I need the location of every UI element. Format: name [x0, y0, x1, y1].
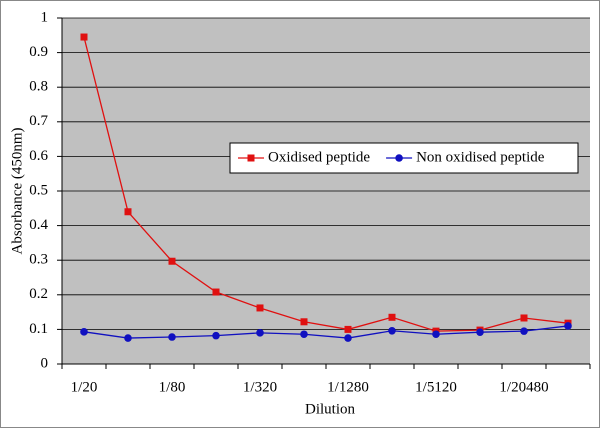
marker	[168, 257, 176, 265]
marker	[520, 314, 528, 322]
marker	[212, 288, 220, 296]
marker	[212, 331, 220, 340]
marker	[80, 328, 88, 336]
y-axis-label: Absorbance (450nm)	[9, 127, 25, 254]
x-tick-label: 1/20	[71, 379, 98, 395]
marker	[124, 334, 132, 342]
x-tick-label: 1/20480	[499, 379, 548, 395]
y-tick-label: 0.3	[29, 252, 48, 268]
legend-label: Non oxidised peptide	[416, 149, 545, 165]
legend-marker	[247, 154, 255, 162]
y-tick-label: 0.2	[29, 286, 48, 302]
series-line	[83, 325, 569, 339]
marker	[168, 333, 176, 341]
marker	[344, 325, 352, 333]
y-tick-label: 0.6	[29, 148, 48, 164]
marker	[300, 318, 308, 326]
legend-marker	[395, 154, 403, 162]
x-tick-label: 1/320	[243, 379, 277, 395]
marker	[344, 334, 352, 342]
marker	[300, 330, 308, 339]
x-tick-label: 1/5120	[415, 379, 457, 395]
y-tick-label: 0.5	[29, 182, 48, 198]
y-tick-label: 0	[41, 355, 49, 371]
x-tick-label: 1/1280	[327, 379, 369, 395]
series-line	[83, 36, 569, 332]
marker	[388, 326, 396, 335]
marker	[564, 322, 572, 330]
y-tick-label: 0.4	[29, 217, 48, 233]
marker	[432, 330, 440, 339]
y-tick-label: 0.8	[29, 79, 48, 95]
marker	[256, 304, 264, 312]
marker	[520, 327, 528, 335]
marker	[256, 329, 264, 337]
legend-box	[229, 142, 579, 174]
marker	[476, 328, 484, 336]
x-tick-label: 1/80	[159, 379, 186, 395]
marker	[124, 208, 132, 216]
y-tick-label: 0.7	[29, 113, 48, 129]
y-tick-label: 0.1	[29, 321, 48, 337]
marker	[388, 313, 396, 321]
legend-label: Oxidised peptide	[268, 149, 370, 165]
marker	[80, 33, 88, 41]
y-tick-label: 0.9	[29, 44, 48, 60]
y-tick-label: 1	[41, 9, 49, 25]
x-axis-label: Dilution	[305, 401, 356, 417]
